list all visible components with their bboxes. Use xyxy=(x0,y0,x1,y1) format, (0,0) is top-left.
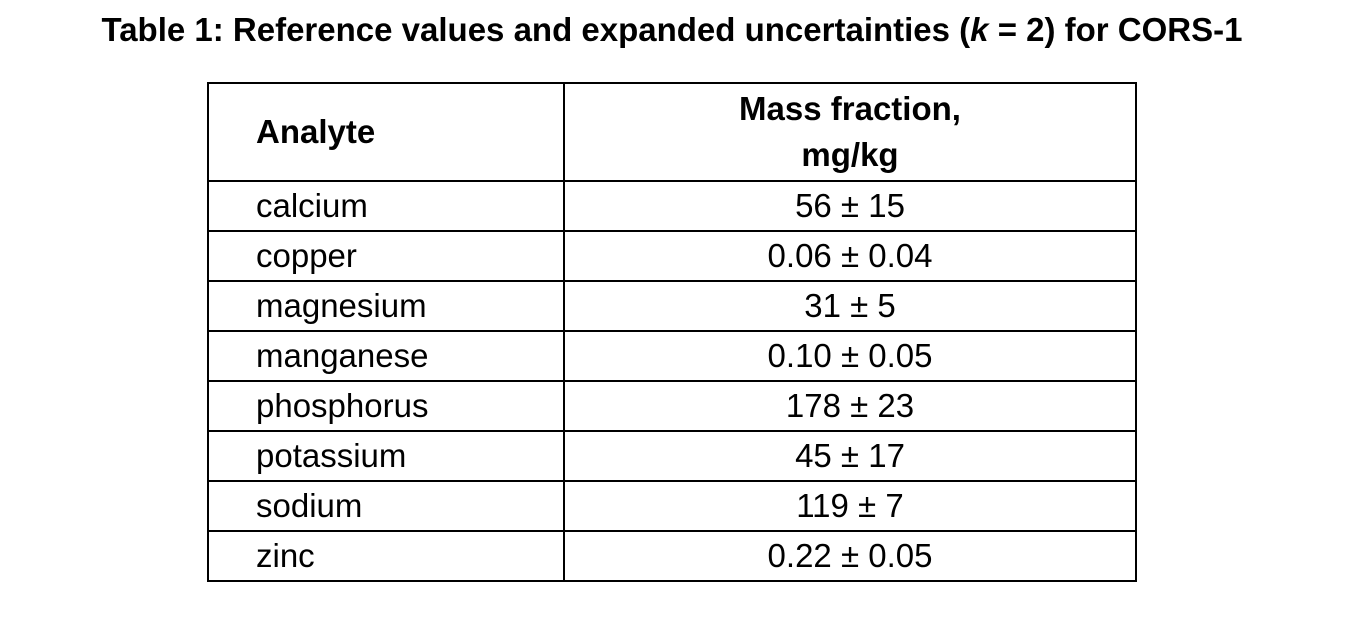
table-row: manganese 0.10 ± 0.05 xyxy=(207,330,1137,382)
analyte-cell: manganese xyxy=(207,330,565,382)
analyte-cell: sodium xyxy=(207,480,565,532)
reference-values-table: Analyte Mass fraction, mg/kg calcium 56 … xyxy=(207,82,1137,582)
mass-fraction-cell: 0.06 ± 0.04 xyxy=(563,230,1137,282)
analyte-cell: calcium xyxy=(207,180,565,232)
table-row: magnesium 31 ± 5 xyxy=(207,280,1137,332)
table-caption: Table 1: Reference values and expanded u… xyxy=(0,8,1344,52)
mass-fraction-cell: 119 ± 7 xyxy=(563,480,1137,532)
analyte-column-header: Analyte xyxy=(207,82,565,182)
mass-fraction-cell: 31 ± 5 xyxy=(563,280,1137,332)
mass-fraction-cell: 0.10 ± 0.05 xyxy=(563,330,1137,382)
header-row: Analyte Mass fraction, mg/kg xyxy=(207,82,1137,182)
table-row: copper 0.06 ± 0.04 xyxy=(207,230,1137,282)
table-row: potassium 45 ± 17 xyxy=(207,430,1137,482)
table-row: phosphorus 178 ± 23 xyxy=(207,380,1137,432)
analyte-cell: potassium xyxy=(207,430,565,482)
mass-fraction-column-header: Mass fraction, mg/kg xyxy=(563,82,1137,182)
table-row: sodium 119 ± 7 xyxy=(207,480,1137,532)
caption-text-end: = 2) for CORS-1 xyxy=(988,11,1243,48)
mass-fraction-cell: 56 ± 15 xyxy=(563,180,1137,232)
table-row: zinc 0.22 ± 0.05 xyxy=(207,530,1137,582)
caption-k-symbol: k xyxy=(970,11,989,48)
analyte-cell: phosphorus xyxy=(207,380,565,432)
analyte-cell: copper xyxy=(207,230,565,282)
mass-fraction-cell: 45 ± 17 xyxy=(563,430,1137,482)
caption-text-start: Table 1: Reference values and expanded u… xyxy=(101,11,971,48)
mass-fraction-cell: 178 ± 23 xyxy=(563,380,1137,432)
mass-fraction-header-line2: mg/kg xyxy=(801,136,899,173)
mass-fraction-header-line1: Mass fraction, xyxy=(739,90,961,127)
analyte-cell: zinc xyxy=(207,530,565,582)
table-row: calcium 56 ± 15 xyxy=(207,180,1137,232)
analyte-cell: magnesium xyxy=(207,280,565,332)
mass-fraction-cell: 0.22 ± 0.05 xyxy=(563,530,1137,582)
